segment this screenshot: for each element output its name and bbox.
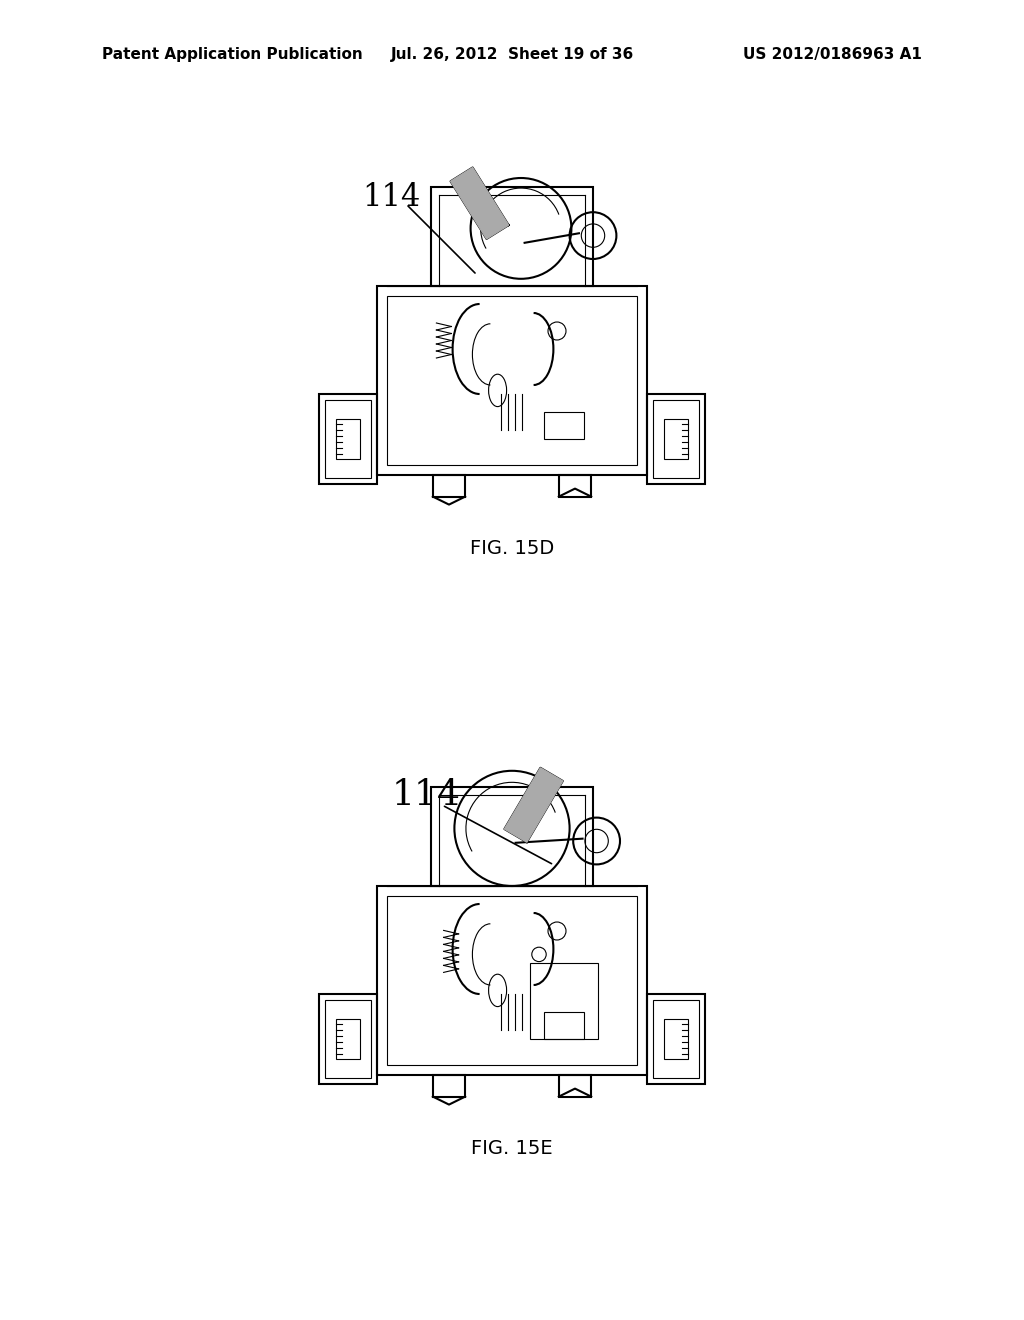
Bar [377, 886, 647, 1074]
Bar [431, 187, 593, 286]
Bar [377, 286, 647, 475]
Bar [433, 1074, 465, 1097]
Bar [431, 787, 593, 886]
Bar [387, 296, 637, 465]
Bar [336, 1019, 360, 1059]
Bar [653, 400, 698, 478]
Text: FIG. 15E: FIG. 15E [471, 1138, 553, 1158]
Bar [647, 393, 705, 484]
Bar [387, 896, 637, 1065]
Bar [653, 1001, 698, 1078]
Polygon shape [451, 168, 509, 239]
Bar [559, 475, 591, 496]
Bar [433, 475, 465, 496]
Text: FIG. 15D: FIG. 15D [470, 539, 554, 557]
Text: US 2012/0186963 A1: US 2012/0186963 A1 [743, 48, 922, 62]
Polygon shape [505, 768, 563, 842]
Bar [545, 1012, 584, 1039]
Bar [326, 400, 371, 478]
Bar [319, 393, 377, 484]
Bar [336, 418, 360, 459]
Bar [545, 412, 584, 440]
Bar [530, 964, 598, 1039]
Text: 114: 114 [362, 182, 420, 214]
Text: 114: 114 [392, 777, 461, 812]
Text: Jul. 26, 2012  Sheet 19 of 36: Jul. 26, 2012 Sheet 19 of 36 [390, 48, 634, 62]
Bar [319, 994, 377, 1084]
Bar [326, 1001, 371, 1078]
Bar [664, 418, 688, 459]
Bar [647, 994, 705, 1084]
Text: Patent Application Publication: Patent Application Publication [102, 48, 362, 62]
Bar [664, 1019, 688, 1059]
Bar [559, 1074, 591, 1097]
